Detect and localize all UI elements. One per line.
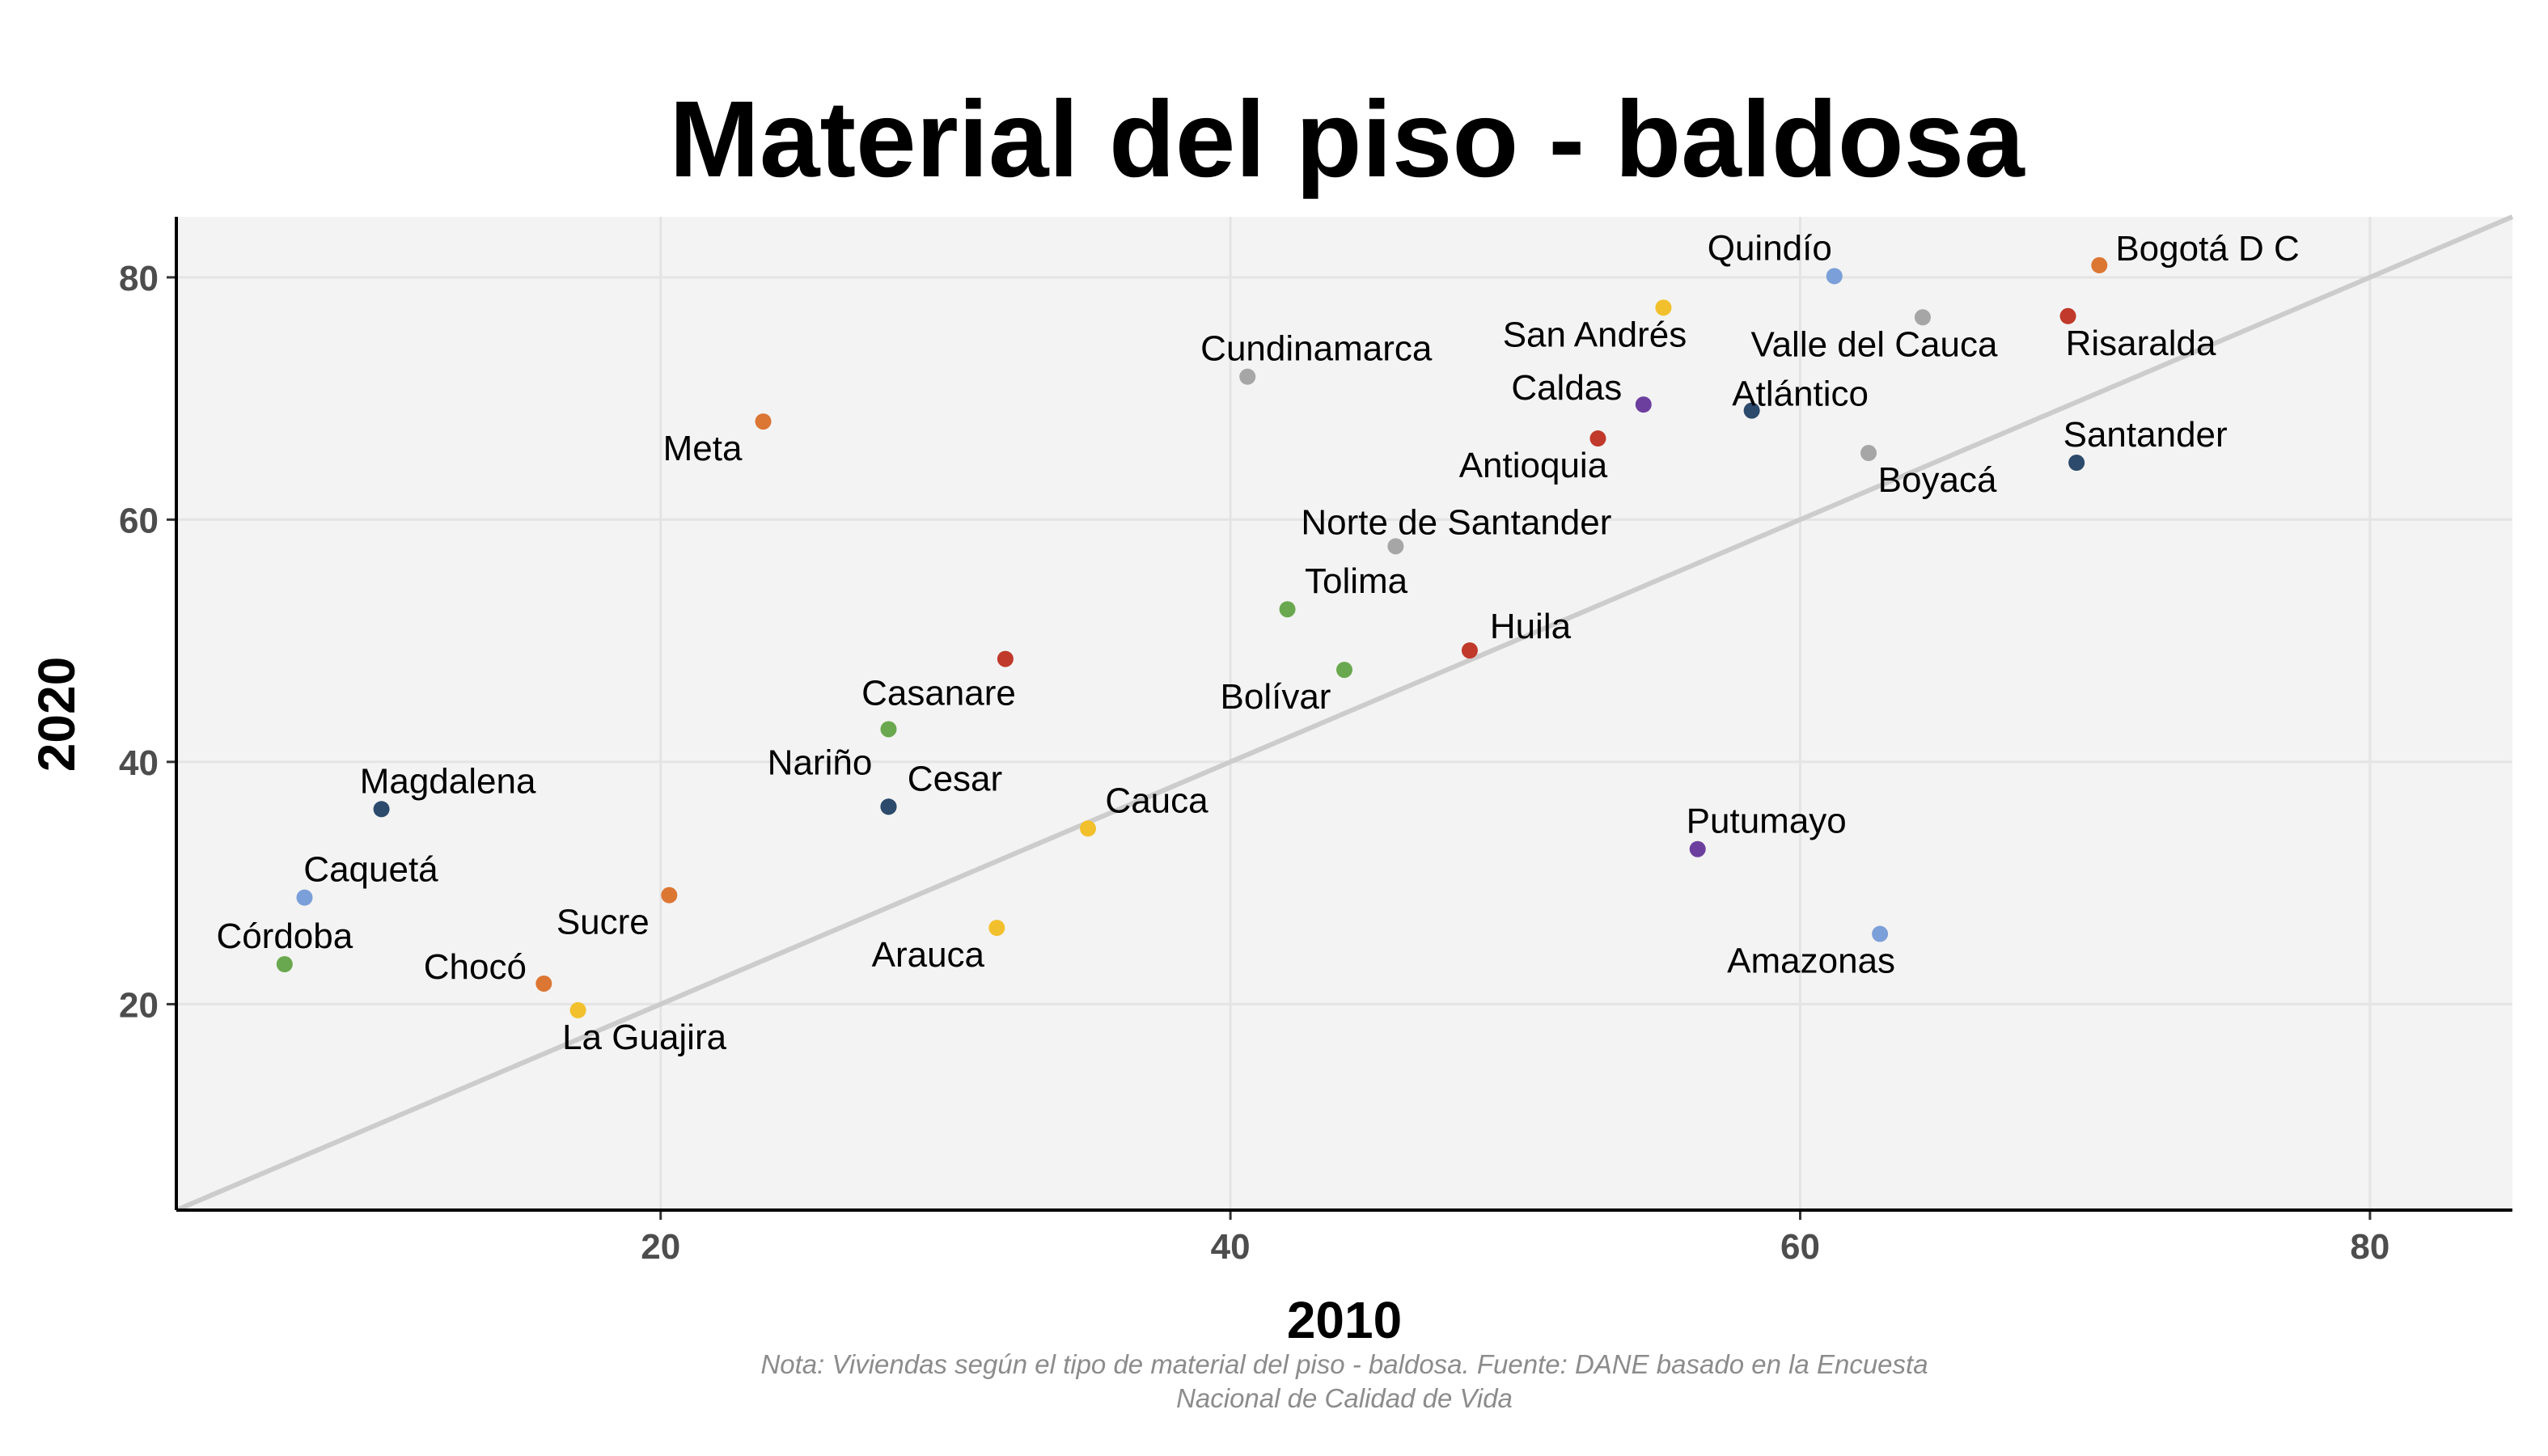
point-label: Amazonas (1727, 942, 1895, 981)
data-point (2068, 455, 2085, 472)
y-axis-title: 2020 (28, 657, 86, 772)
y-tick-label: 20 (119, 985, 159, 1025)
x-tick-label: 60 (1780, 1227, 1820, 1267)
data-point (1239, 368, 1256, 385)
point-label: Antioquia (1459, 446, 1608, 485)
reference-line (175, 214, 2514, 1213)
data-point (1080, 820, 1097, 837)
point-label: Meta (663, 429, 743, 468)
y-tick-label: 60 (119, 501, 159, 540)
point-label: Caquetá (303, 850, 438, 890)
data-points (276, 256, 2108, 1018)
caption-line-1: Nota: Viviendas según el tipo de materia… (760, 1349, 1928, 1379)
point-label: Tolima (1305, 561, 1408, 601)
data-point (1387, 538, 1404, 555)
point-label: Arauca (872, 935, 985, 975)
data-point (988, 920, 1005, 937)
data-point (2091, 256, 2108, 273)
point-label: Bolívar (1221, 677, 1331, 717)
data-point (1826, 268, 1843, 285)
data-point (1689, 840, 1706, 857)
point-label: Bogotá D C (2115, 229, 2299, 269)
point-label: Caldas (1511, 368, 1622, 408)
point-label: Santander (2063, 415, 2228, 455)
point-label: Cundinamarca (1200, 329, 1433, 369)
data-point (1914, 309, 1931, 326)
x-tick-label: 20 (641, 1227, 680, 1267)
point-label: Putumayo (1687, 802, 1847, 841)
point-label: Boyacá (1878, 460, 1997, 500)
point-label: Casanare (861, 673, 1016, 713)
point-label: Norte de Santander (1301, 502, 1611, 542)
point-label: Risaralda (2066, 324, 2216, 363)
point-label: Chocó (424, 947, 527, 987)
data-point (1589, 430, 1606, 447)
data-point (1461, 642, 1478, 659)
data-point (1635, 396, 1652, 413)
data-point (755, 413, 772, 430)
point-label: Cesar (908, 759, 1002, 798)
y-tick-label: 40 (119, 743, 159, 783)
point-label: La Guajira (562, 1018, 727, 1057)
data-point (1872, 925, 1889, 942)
data-point (373, 801, 390, 818)
point-label: Cauca (1105, 781, 1208, 820)
point-label: Quindío (1708, 228, 1832, 268)
point-label: Córdoba (216, 916, 353, 956)
data-point (1743, 402, 1760, 419)
data-point (1655, 299, 1672, 316)
grid-lines (176, 217, 2512, 1210)
point-label: San Andrés (1503, 315, 1687, 354)
point-label: Huila (1490, 607, 1572, 646)
data-point (2059, 307, 2076, 324)
chart-title: Material del piso - baldosa (669, 79, 2025, 200)
data-point (276, 955, 293, 972)
data-point (997, 650, 1014, 667)
data-point (1336, 662, 1352, 679)
point-label: Atlántico (1732, 375, 1869, 414)
point-label: Magdalena (360, 761, 536, 801)
data-point (880, 798, 897, 815)
y-tick-label: 80 (119, 259, 159, 298)
caption-line-2: Nacional de Calidad de Vida (1176, 1383, 1513, 1413)
point-label: Valle del Cauca (1750, 324, 1997, 364)
data-point (1279, 601, 1296, 618)
data-point (535, 975, 552, 992)
x-axis-title: 2010 (1287, 1291, 1402, 1349)
point-label: Sucre (557, 903, 650, 942)
data-point (296, 889, 313, 906)
point-labels: Bogotá D C Quindío San Andrés Valle del Cau… (216, 228, 2299, 1057)
point-label: Nariño (768, 743, 873, 782)
data-point (569, 1001, 586, 1018)
data-point (1860, 445, 1877, 462)
data-point (661, 887, 678, 904)
x-tick-label: 80 (2350, 1227, 2389, 1267)
x-tick-label: 40 (1211, 1227, 1251, 1267)
data-point (880, 721, 897, 738)
